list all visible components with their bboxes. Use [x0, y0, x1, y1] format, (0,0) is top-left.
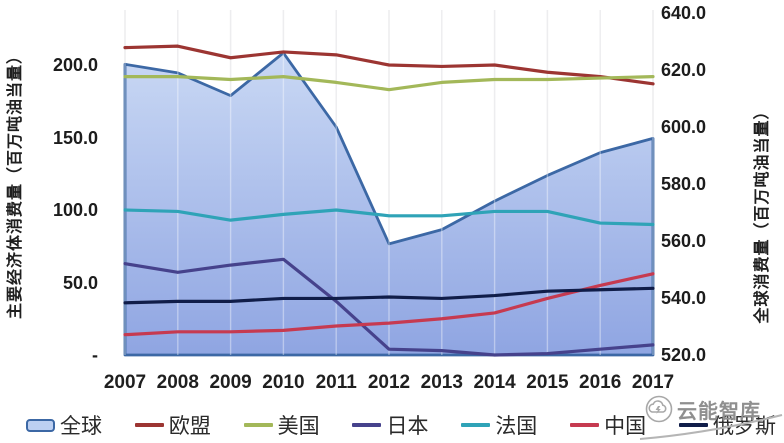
- legend-item-us: 美国: [243, 410, 320, 440]
- legend-line-swatch-us: [243, 423, 273, 427]
- right-axis-tick: 600.0: [661, 117, 707, 137]
- right-axis-tick: 640.0: [661, 3, 707, 23]
- watermark: 云能智库: [645, 395, 784, 423]
- right-axis-tick: 560.0: [661, 231, 707, 251]
- legend-line-swatch-china: [570, 423, 600, 427]
- x-axis-label: 2012: [367, 372, 411, 393]
- legend-line-swatch-russia: [678, 423, 708, 427]
- left-axis-tick: 200.0: [52, 55, 98, 75]
- x-axis-label: 2013: [420, 372, 463, 393]
- right-axis-tick: 520.0: [661, 345, 707, 365]
- series-line-france: [123, 208, 655, 227]
- left-axis-tick: 50.0: [62, 272, 98, 293]
- legend-line-swatch-france: [461, 423, 491, 427]
- legend-label-us: 美国: [277, 415, 320, 438]
- legend-item-global: 全球: [26, 410, 102, 440]
- legend-item-france: 法国: [461, 410, 537, 440]
- legend-item-china: 中国: [570, 410, 646, 440]
- legend-label-japan: 日本: [386, 415, 429, 438]
- plot-area: [123, 10, 655, 357]
- left-axis-tick: 100.0: [52, 200, 98, 220]
- legend-item-eu: 欧盟: [134, 410, 211, 440]
- series-line-us: [123, 74, 655, 92]
- legend-line-swatch-japan: [352, 423, 382, 427]
- series-line-japan: [123, 257, 655, 357]
- x-axis-label: 2007: [103, 372, 147, 393]
- legend-label-china: 中国: [604, 415, 647, 438]
- x-axis-label: 2017: [631, 372, 675, 393]
- series-area-global: [123, 51, 655, 357]
- watermark-text: 云能智库: [677, 400, 761, 423]
- legend-label-global: 全球: [60, 415, 102, 438]
- right-axis-tick: 580.0: [661, 174, 707, 194]
- series-line-eu: [123, 44, 655, 86]
- right-axis-tick: 620.0: [661, 60, 707, 80]
- x-axis-label: 2008: [156, 372, 199, 393]
- legend-area-swatch-global: [26, 418, 55, 432]
- x-axis-label: 2014: [473, 372, 516, 393]
- x-axis-label: 2009: [209, 372, 252, 393]
- cloud-logo-icon: [645, 395, 673, 423]
- x-axis-label: 2015: [526, 372, 569, 393]
- right-axis-tick: 540.0: [661, 288, 707, 308]
- legend-label-france: 法国: [495, 415, 538, 438]
- watermark-swoosh: [639, 414, 783, 440]
- legend-label-eu: 欧盟: [168, 415, 211, 438]
- series-line-russia: [123, 286, 655, 305]
- left-axis-tick: -: [92, 345, 98, 365]
- series-line-china: [123, 272, 655, 337]
- x-axis-label: 2011: [315, 372, 357, 393]
- legend-item-japan: 日本: [352, 410, 428, 440]
- left-axis-tick: 150.0: [52, 127, 98, 148]
- legend-line-swatch-eu: [134, 423, 164, 427]
- x-axis-label: 2010: [262, 372, 305, 393]
- x-axis-label: 2016: [579, 372, 622, 393]
